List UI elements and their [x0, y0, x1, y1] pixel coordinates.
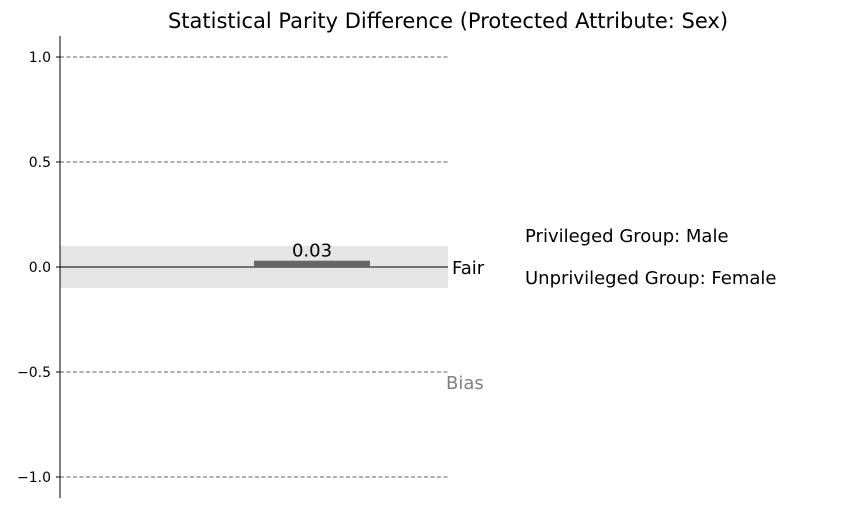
chart-title: Statistical Parity Difference (Protected… — [168, 9, 728, 33]
fair-label: Fair — [452, 258, 485, 279]
bar-value-label: 0.03 — [292, 241, 332, 262]
bias-label: Bias — [446, 373, 484, 394]
bar — [254, 260, 370, 267]
y-tick-label: −1.0 — [17, 470, 51, 486]
privileged-group-label: Privileged Group: Male — [525, 226, 729, 247]
unprivileged-group-label: Unprivileged Group: Female — [525, 268, 776, 289]
y-tick-label: 0.5 — [29, 155, 51, 171]
y-tick-label: 1.0 — [29, 50, 51, 66]
y-tick-label: −0.5 — [17, 365, 51, 381]
y-tick-label: 0.0 — [29, 260, 51, 276]
